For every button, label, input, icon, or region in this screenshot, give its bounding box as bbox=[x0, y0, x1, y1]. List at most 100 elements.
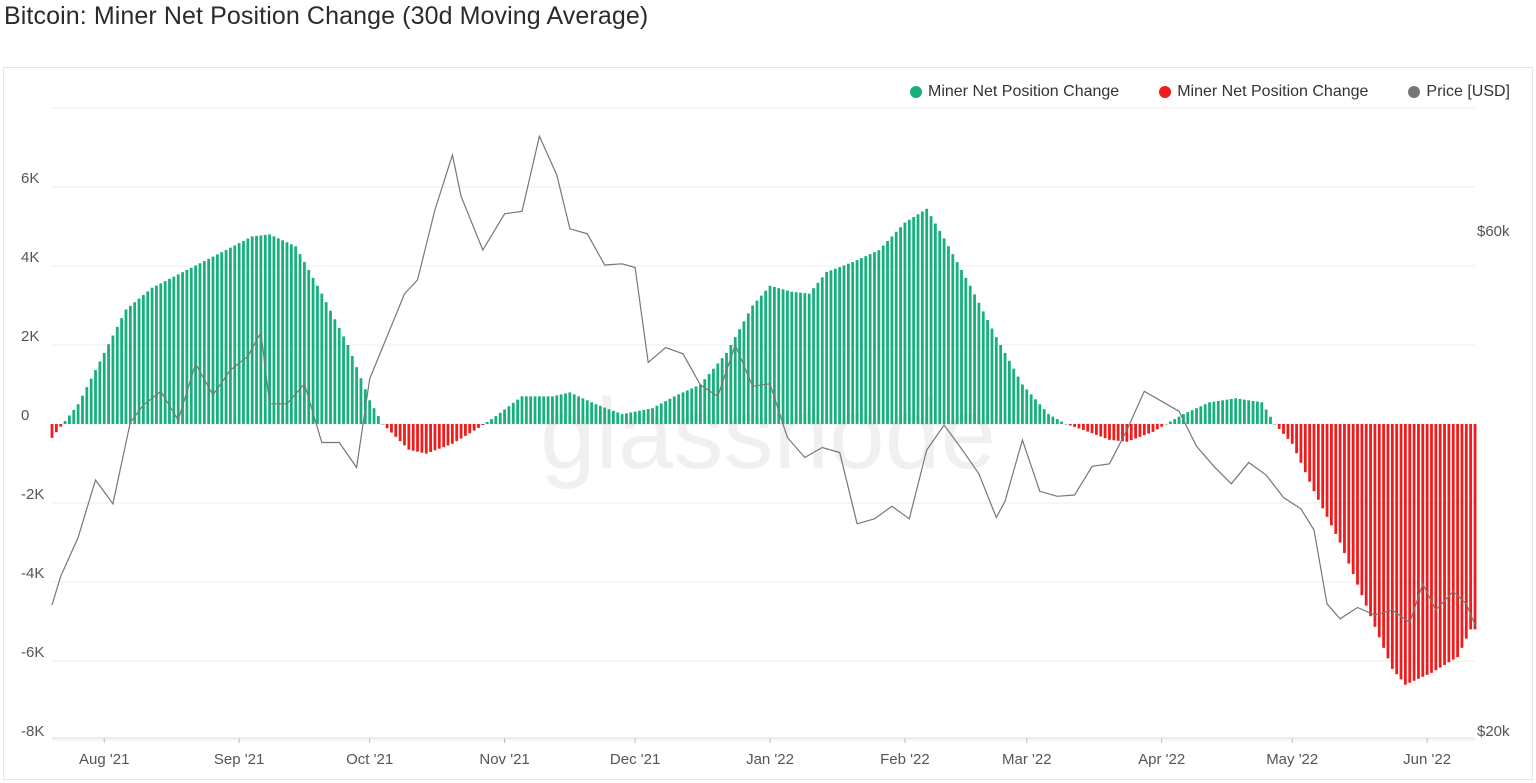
bar-positive bbox=[646, 409, 650, 424]
bar-positive bbox=[894, 231, 898, 424]
bar-negative bbox=[385, 424, 389, 429]
bar-negative bbox=[464, 424, 467, 436]
bar-negative bbox=[1373, 424, 1377, 627]
bar-positive bbox=[485, 422, 489, 424]
bar-positive bbox=[94, 370, 97, 424]
x-tick-label: Sep '21 bbox=[214, 751, 264, 768]
bar-positive bbox=[855, 260, 859, 424]
bar-positive bbox=[1042, 409, 1046, 424]
bar-negative bbox=[1377, 424, 1381, 638]
bar-negative bbox=[50, 424, 54, 438]
bar-positive bbox=[311, 277, 315, 424]
bar-positive bbox=[294, 246, 298, 424]
legend-dot-negative bbox=[1159, 86, 1172, 98]
bar-negative bbox=[1312, 424, 1316, 492]
bar-positive bbox=[555, 395, 559, 424]
bar-positive bbox=[685, 390, 689, 424]
bar-positive bbox=[1029, 394, 1033, 425]
bar-positive bbox=[176, 274, 180, 424]
bar-positive bbox=[629, 412, 633, 424]
y-left-tick-label: 2K bbox=[21, 328, 39, 345]
bar-negative bbox=[1421, 424, 1425, 677]
bar-positive bbox=[1260, 402, 1264, 424]
bar-negative bbox=[1408, 424, 1412, 683]
bar-positive bbox=[716, 363, 720, 424]
bar-positive bbox=[168, 278, 171, 424]
bar-positive bbox=[259, 235, 263, 424]
bar-positive bbox=[703, 379, 707, 424]
legend-item-price[interactable]: Price [USD] bbox=[1408, 83, 1510, 101]
bar-positive bbox=[829, 270, 833, 424]
bar-negative bbox=[1155, 424, 1159, 430]
bar-positive bbox=[981, 311, 985, 424]
bar-positive bbox=[381, 424, 385, 425]
bar-positive bbox=[746, 313, 750, 424]
bar-positive bbox=[289, 244, 293, 424]
bar-positive bbox=[860, 258, 863, 424]
bar-negative bbox=[1369, 424, 1372, 617]
bar-positive bbox=[907, 219, 911, 424]
bar-positive bbox=[498, 412, 502, 424]
x-tick-label: Jan '22 bbox=[746, 751, 794, 768]
bar-positive bbox=[1064, 424, 1068, 425]
bar-positive bbox=[324, 302, 328, 424]
bar-negative bbox=[1321, 424, 1325, 509]
bar-positive bbox=[516, 399, 520, 424]
legend-item-net-position-positive[interactable]: Miner Net Position Change bbox=[909, 83, 1119, 101]
bar-negative bbox=[1316, 424, 1320, 500]
x-tick-label: Mar '22 bbox=[1002, 751, 1052, 768]
bar-negative bbox=[411, 424, 415, 451]
bar-positive bbox=[1168, 421, 1172, 424]
bar-negative bbox=[1129, 424, 1133, 441]
bar-positive bbox=[846, 263, 850, 424]
bar-positive bbox=[1038, 404, 1042, 424]
bar-negative bbox=[1112, 424, 1116, 441]
bar-negative bbox=[1286, 424, 1290, 439]
bar-negative bbox=[1290, 424, 1294, 444]
bar-negative bbox=[1412, 424, 1416, 681]
bar-positive bbox=[1238, 398, 1242, 424]
bar-positive bbox=[625, 413, 628, 424]
bar-negative bbox=[1073, 424, 1077, 427]
bar-positive bbox=[781, 289, 785, 424]
bar-positive bbox=[1212, 401, 1216, 424]
bar-positive bbox=[572, 394, 576, 425]
bar-positive bbox=[1173, 419, 1177, 424]
bar-positive bbox=[298, 254, 302, 424]
chart-legend: Miner Net Position Change Miner Net Posi… bbox=[909, 83, 1510, 101]
bar-negative bbox=[472, 424, 476, 431]
bar-positive bbox=[1164, 424, 1168, 425]
bar-positive bbox=[198, 263, 202, 424]
bar-positive bbox=[955, 262, 959, 424]
bar-negative bbox=[394, 424, 398, 437]
bar-negative bbox=[455, 424, 459, 442]
bar-positive bbox=[738, 329, 741, 424]
bar-positive bbox=[881, 245, 885, 424]
bar-positive bbox=[107, 344, 110, 424]
bar-positive bbox=[272, 236, 276, 425]
bar-positive bbox=[990, 328, 994, 424]
y-right-tick-label: $20k bbox=[1477, 723, 1510, 740]
bar-positive bbox=[1199, 406, 1203, 424]
bar-positive bbox=[1269, 416, 1272, 424]
bar-positive bbox=[864, 256, 868, 425]
bar-negative bbox=[1090, 424, 1094, 434]
bar-positive bbox=[668, 398, 672, 424]
bar-positive bbox=[681, 392, 685, 424]
bar-positive bbox=[372, 408, 376, 424]
bar-positive bbox=[964, 277, 968, 424]
bar-positive bbox=[316, 285, 319, 424]
y-left-tick-label: 4K bbox=[21, 249, 39, 266]
legend-item-net-position-negative[interactable]: Miner Net Position Change bbox=[1159, 83, 1368, 101]
bar-negative bbox=[407, 424, 411, 450]
bar-positive bbox=[742, 321, 746, 424]
bar-positive bbox=[333, 319, 337, 424]
bar-positive bbox=[794, 292, 798, 424]
bar-positive bbox=[111, 335, 115, 424]
bar-positive bbox=[185, 269, 189, 424]
bar-positive bbox=[777, 288, 781, 424]
bar-positive bbox=[89, 378, 93, 424]
bar-positive bbox=[368, 400, 372, 424]
bar-positive bbox=[507, 406, 511, 424]
bar-positive bbox=[120, 318, 124, 424]
